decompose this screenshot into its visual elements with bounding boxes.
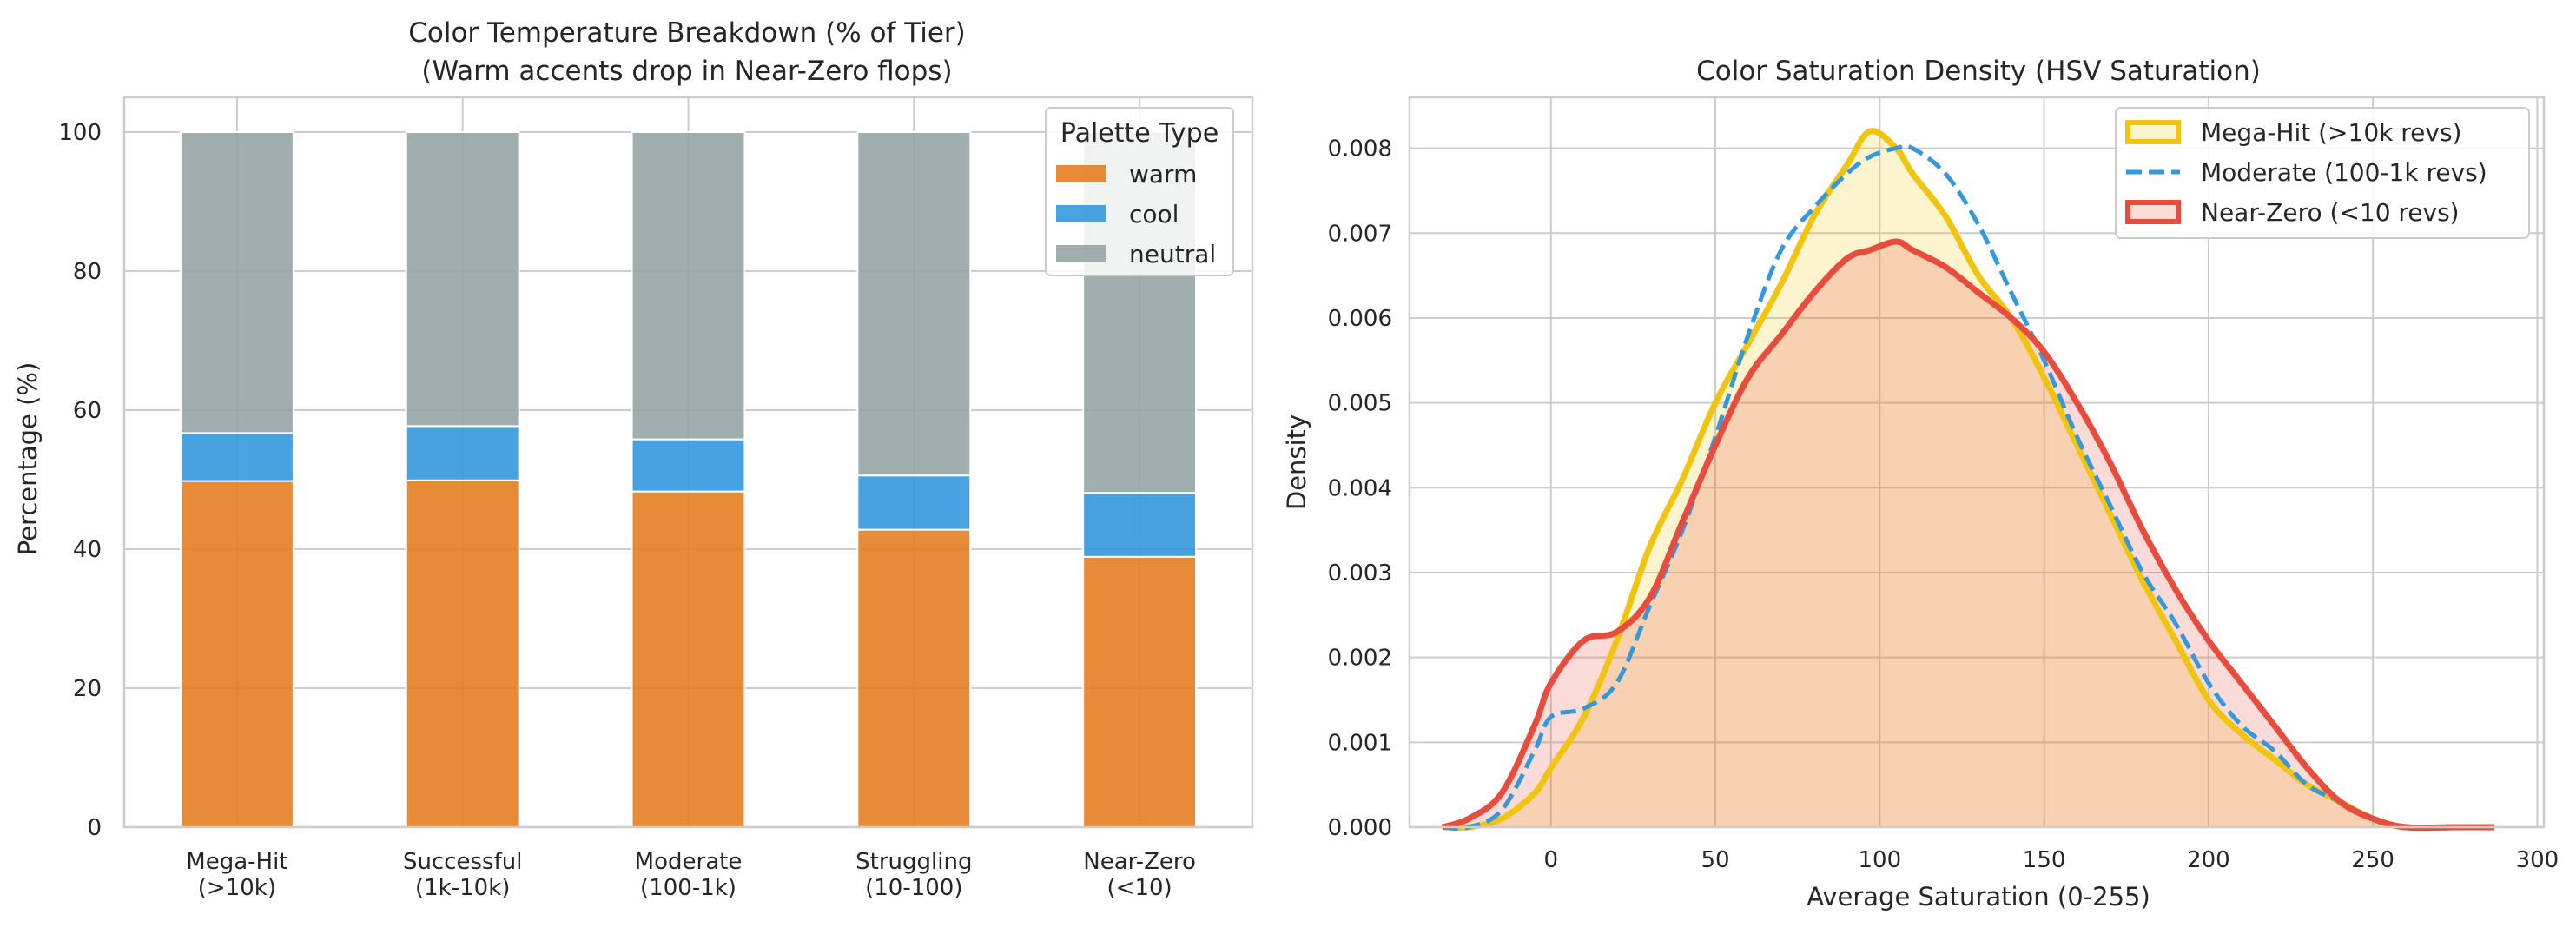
bar-chart-title-line1: Color Temperature Breakdown (% of Tier) bbox=[408, 17, 966, 49]
bar-chart-x-tick-label: (10-100) bbox=[865, 875, 962, 901]
density-y-tick-label: 0.001 bbox=[1328, 730, 1392, 756]
bar-chart-x-tick-label: (1k-10k) bbox=[415, 875, 510, 901]
bar-chart-frame bbox=[122, 96, 1254, 829]
density-chart-title: Color Saturation Density (HSV Saturation… bbox=[1696, 56, 2261, 87]
bar-segment-neutral bbox=[856, 131, 972, 477]
density-fill-mega-hit bbox=[1442, 130, 2495, 828]
bar-segment-cool bbox=[179, 432, 294, 482]
density-chart-y-axis-label: Density bbox=[1282, 414, 1311, 510]
bar-chart-title-line2: (Warm accents drop in Near-Zero flops) bbox=[421, 56, 952, 87]
bar-segment-neutral bbox=[179, 131, 294, 434]
density-legend-swatch-near-zero bbox=[2125, 200, 2181, 224]
bar-segment-warm bbox=[405, 479, 520, 828]
bar-chart-legend: Palette Type warm cool neutral bbox=[1045, 107, 1234, 276]
bar-chart-x-ticks: Mega-Hit(>10k) Successful(1k-10k) Moderate… bbox=[186, 849, 1196, 901]
density-legend-label-mega-hit: Mega-Hit (>10k revs) bbox=[2201, 118, 2461, 147]
density-chart-x-ticks: 0 50 100 150 200 250 300 bbox=[1544, 847, 2559, 873]
bar-segment-cool bbox=[405, 425, 520, 481]
density-y-tick-label: 0.000 bbox=[1328, 815, 1392, 841]
density-x-tick-label: 250 bbox=[2351, 847, 2394, 873]
density-legend-box bbox=[2115, 107, 2530, 239]
density-y-tick-label: 0.002 bbox=[1328, 646, 1392, 672]
density-x-tick-label: 100 bbox=[1859, 847, 1902, 873]
bar-chart-legend-label-cool: cool bbox=[1129, 200, 1179, 229]
bar-chart-y-tick-label: 0 bbox=[87, 815, 102, 841]
bar-chart-x-tick-label: Struggling bbox=[855, 849, 972, 875]
bar-segment-cool bbox=[631, 438, 746, 493]
density-x-tick-label: 200 bbox=[2187, 847, 2230, 873]
bar-chart-y-tick-label: 60 bbox=[73, 398, 102, 424]
density-y-tick-label: 0.007 bbox=[1328, 221, 1392, 247]
density-x-tick-label: 150 bbox=[2023, 847, 2066, 873]
density-chart-curves bbox=[1441, 128, 2495, 832]
density-curve-mega-hit bbox=[1442, 128, 2495, 832]
bar-chart-x-tick-label: Mega-Hit bbox=[186, 849, 287, 875]
density-y-tick-label: 0.008 bbox=[1328, 136, 1392, 162]
bar-segment-warm bbox=[179, 480, 294, 828]
bar-chart-x-tick-label: Moderate bbox=[635, 849, 743, 875]
density-fill-near-zero bbox=[1442, 242, 2495, 828]
bar-segment-warm bbox=[856, 528, 972, 828]
density-legend-swatch-mega-hit bbox=[2125, 120, 2181, 144]
bar-chart-x-tick-label: Near-Zero bbox=[1083, 849, 1196, 875]
density-legend-label-near-zero: Near-Zero (<10 revs) bbox=[2201, 198, 2460, 227]
bar-segment-neutral bbox=[631, 131, 746, 441]
density-legend-label-moderate: Moderate (100-1k revs) bbox=[2201, 158, 2487, 187]
bar-chart-y-tick-label: 80 bbox=[73, 259, 102, 285]
density-chart-y-ticks: 0.000 0.001 0.002 0.003 0.004 0.005 0.006 0.007… bbox=[1328, 136, 1392, 841]
density-chart-gridlines bbox=[1410, 97, 2544, 828]
bar-chart-legend-swatch-warm bbox=[1056, 165, 1106, 182]
density-x-tick-label: 0 bbox=[1544, 847, 1559, 873]
density-chart: Color Saturation Density (HSV Saturation… bbox=[1282, 56, 2559, 911]
density-chart-x-axis-label: Average Saturation (0-255) bbox=[1807, 882, 2150, 911]
density-x-tick-label: 300 bbox=[2516, 847, 2559, 873]
bar-segment-warm bbox=[631, 490, 746, 828]
bar-chart-y-tick-label: 20 bbox=[73, 676, 102, 702]
bar-chart-y-tick-label: 100 bbox=[58, 120, 102, 146]
bar-chart-x-tick-label: (100-1k) bbox=[640, 875, 736, 901]
bar-chart-x-tick-label: (>10k) bbox=[198, 875, 276, 901]
density-x-tick-label: 50 bbox=[1701, 847, 1730, 873]
bar-chart-y-tick-label: 40 bbox=[73, 537, 102, 563]
density-y-tick-label: 0.004 bbox=[1328, 475, 1392, 501]
bar-chart-legend-swatch-cool bbox=[1056, 205, 1106, 222]
density-y-tick-label: 0.006 bbox=[1328, 306, 1392, 332]
bar-chart-y-axis-label: Percentage (%) bbox=[13, 362, 43, 556]
bar-segment-cool bbox=[1082, 492, 1198, 558]
density-curve-near-zero bbox=[1441, 238, 2495, 832]
bar-segment-cool bbox=[856, 474, 972, 531]
bar-chart-x-tick-label: (<10) bbox=[1107, 875, 1172, 901]
bar-chart-bars bbox=[179, 131, 1198, 828]
bar-chart-legend-label-warm: warm bbox=[1129, 160, 1197, 189]
density-curve-moderate bbox=[1442, 143, 2495, 831]
bar-chart-y-ticks: 0 20 40 60 80 100 bbox=[58, 120, 102, 841]
density-y-tick-label: 0.005 bbox=[1328, 391, 1392, 417]
bar-segment-neutral bbox=[405, 131, 520, 428]
stacked-bar-chart: Color Temperature Breakdown (% of Tier) … bbox=[13, 17, 1254, 901]
density-y-tick-label: 0.003 bbox=[1328, 560, 1392, 587]
density-chart-legend: Mega-Hit (>10k revs) Moderate (100-1k rev… bbox=[2115, 107, 2530, 239]
bar-chart-legend-title: Palette Type bbox=[1060, 118, 1219, 149]
bar-chart-legend-swatch-neutral bbox=[1056, 245, 1106, 262]
bar-chart-x-tick-label: Successful bbox=[403, 849, 523, 875]
bar-chart-legend-label-neutral: neutral bbox=[1129, 240, 1216, 268]
density-chart-frame bbox=[1408, 96, 2546, 829]
bar-chart-legend-box bbox=[1045, 107, 1234, 276]
bar-segment-warm bbox=[1082, 555, 1198, 828]
